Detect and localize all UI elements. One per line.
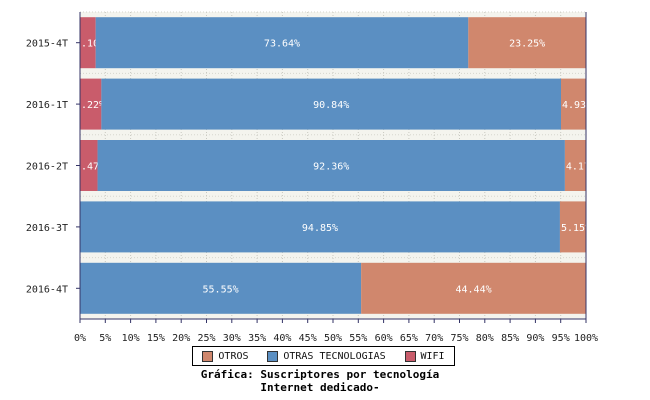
- x-tick-label: 80%: [476, 333, 494, 344]
- legend-swatch-wifi: [404, 350, 416, 362]
- x-tick-label: 65%: [400, 333, 418, 344]
- legend-label-wifi: WIFI: [420, 350, 445, 362]
- legend-item-otras-tecnologias: OTRAS TECNOLOGIAS: [267, 350, 386, 362]
- axes-group: 0% 5% 10% 15% 20% 25% 30% 35% 40% 45% 50% 55% 60% 65%…: [26, 12, 598, 344]
- x-tick-label: 60%: [375, 333, 393, 344]
- bar-segment: [361, 262, 586, 314]
- y-tick-label: 2015-4T: [26, 39, 68, 50]
- bar-data-label: 92.36%: [313, 162, 349, 173]
- bar-data-label: 90.84%: [313, 100, 349, 111]
- legend-item-wifi: WIFI: [404, 350, 445, 362]
- x-tick-label: 70%: [425, 333, 443, 344]
- x-tick-label: 95%: [552, 333, 570, 344]
- bar-data-label: 4.93%: [562, 100, 592, 111]
- y-tick-label: 2016-1T: [26, 100, 68, 111]
- bar-data-label: .10%: [81, 39, 105, 50]
- x-tick-label: 90%: [526, 333, 544, 344]
- y-tick-label: 2016-3T: [26, 223, 68, 234]
- x-tick-label: 35%: [248, 333, 266, 344]
- bar-segment: [80, 140, 98, 191]
- x-tick-label: 10%: [122, 333, 140, 344]
- chart-caption-line-2: Internet dedicado-: [260, 381, 380, 394]
- x-tick-label: 20%: [172, 333, 190, 344]
- bar-segment: [561, 78, 586, 130]
- bar-segment: [564, 140, 586, 191]
- bar-data-label: .22%: [81, 100, 105, 111]
- x-tick-label: 50%: [324, 333, 342, 344]
- bar-data-label: 55.55%: [203, 284, 239, 295]
- legend-item-otros: OTROS: [202, 350, 249, 362]
- bar-data-label: 4.17%: [566, 162, 596, 173]
- y-tick-label: 2016-4T: [26, 284, 68, 295]
- bar-segment: [95, 17, 469, 69]
- bar-segment: [80, 262, 362, 314]
- legend-swatch-otras-tecnologias: [267, 350, 279, 362]
- x-tick-label: 0%: [74, 333, 86, 344]
- x-tick-label: 25%: [197, 333, 215, 344]
- x-tick-label: 15%: [147, 333, 165, 344]
- x-tick-label: 55%: [349, 333, 367, 344]
- chart-caption-line-1: Gráfica: Suscriptores por tecnología: [200, 368, 440, 381]
- x-tick-label: 45%: [299, 333, 317, 344]
- bar-segment: [80, 78, 102, 130]
- x-tick-label: 100%: [574, 333, 598, 344]
- legend-swatch-otros: [202, 350, 214, 362]
- bar-segment: [101, 78, 562, 130]
- stacked-bar-chart: .10% 73.64% 23.25% .22% 90.84% 4.93% .47% 92.36…: [26, 11, 598, 344]
- x-tick-label: 75%: [450, 333, 468, 344]
- bar-segment: [97, 140, 565, 191]
- chart-legend: OTROS OTRAS TECNOLOGIAS WIFI: [192, 346, 455, 366]
- x-tick-label: 85%: [501, 333, 519, 344]
- bar-segment: [80, 201, 560, 253]
- x-tick-label: 5%: [99, 333, 111, 344]
- bar-data-label: 5.15%: [561, 223, 591, 234]
- bar-data-label: 23.25%: [509, 39, 545, 50]
- bar-data-label: 73.64%: [264, 39, 300, 50]
- bar-data-label: 44.44%: [456, 284, 492, 295]
- bar-segment: [468, 17, 586, 69]
- bar-segment: [559, 201, 586, 253]
- bar-segment: [80, 17, 96, 69]
- legend-label-otros: OTROS: [218, 350, 249, 362]
- bar-data-label: 94.85%: [302, 223, 338, 234]
- bars-group: .10% 73.64% 23.25% .22% 90.84% 4.93% .47% 92.36…: [80, 17, 596, 314]
- x-tick-label: 30%: [223, 333, 241, 344]
- legend-label-otras-tecnologias: OTRAS TECNOLOGIAS: [283, 350, 386, 362]
- x-tick-label: 40%: [273, 333, 291, 344]
- y-tick-label: 2016-2T: [26, 162, 68, 173]
- bar-data-label: .47%: [81, 162, 105, 173]
